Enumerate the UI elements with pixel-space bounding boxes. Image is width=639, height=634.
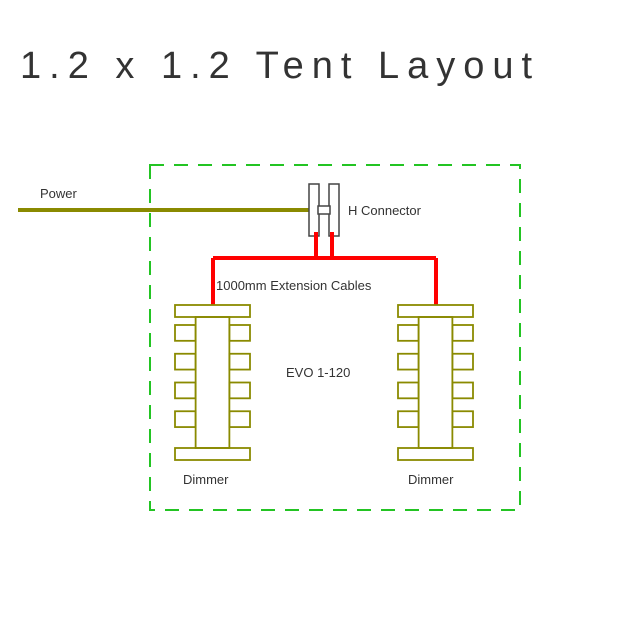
label-ext-cables: 1000mm Extension Cables [216, 278, 371, 293]
label-dimmer-left: Dimmer [183, 472, 229, 487]
label-evo: EVO 1-120 [286, 365, 350, 380]
label-power: Power [40, 186, 77, 201]
label-h-connector: H Connector [348, 203, 421, 218]
label-dimmer-right: Dimmer [408, 472, 454, 487]
diagram-canvas [0, 0, 639, 634]
